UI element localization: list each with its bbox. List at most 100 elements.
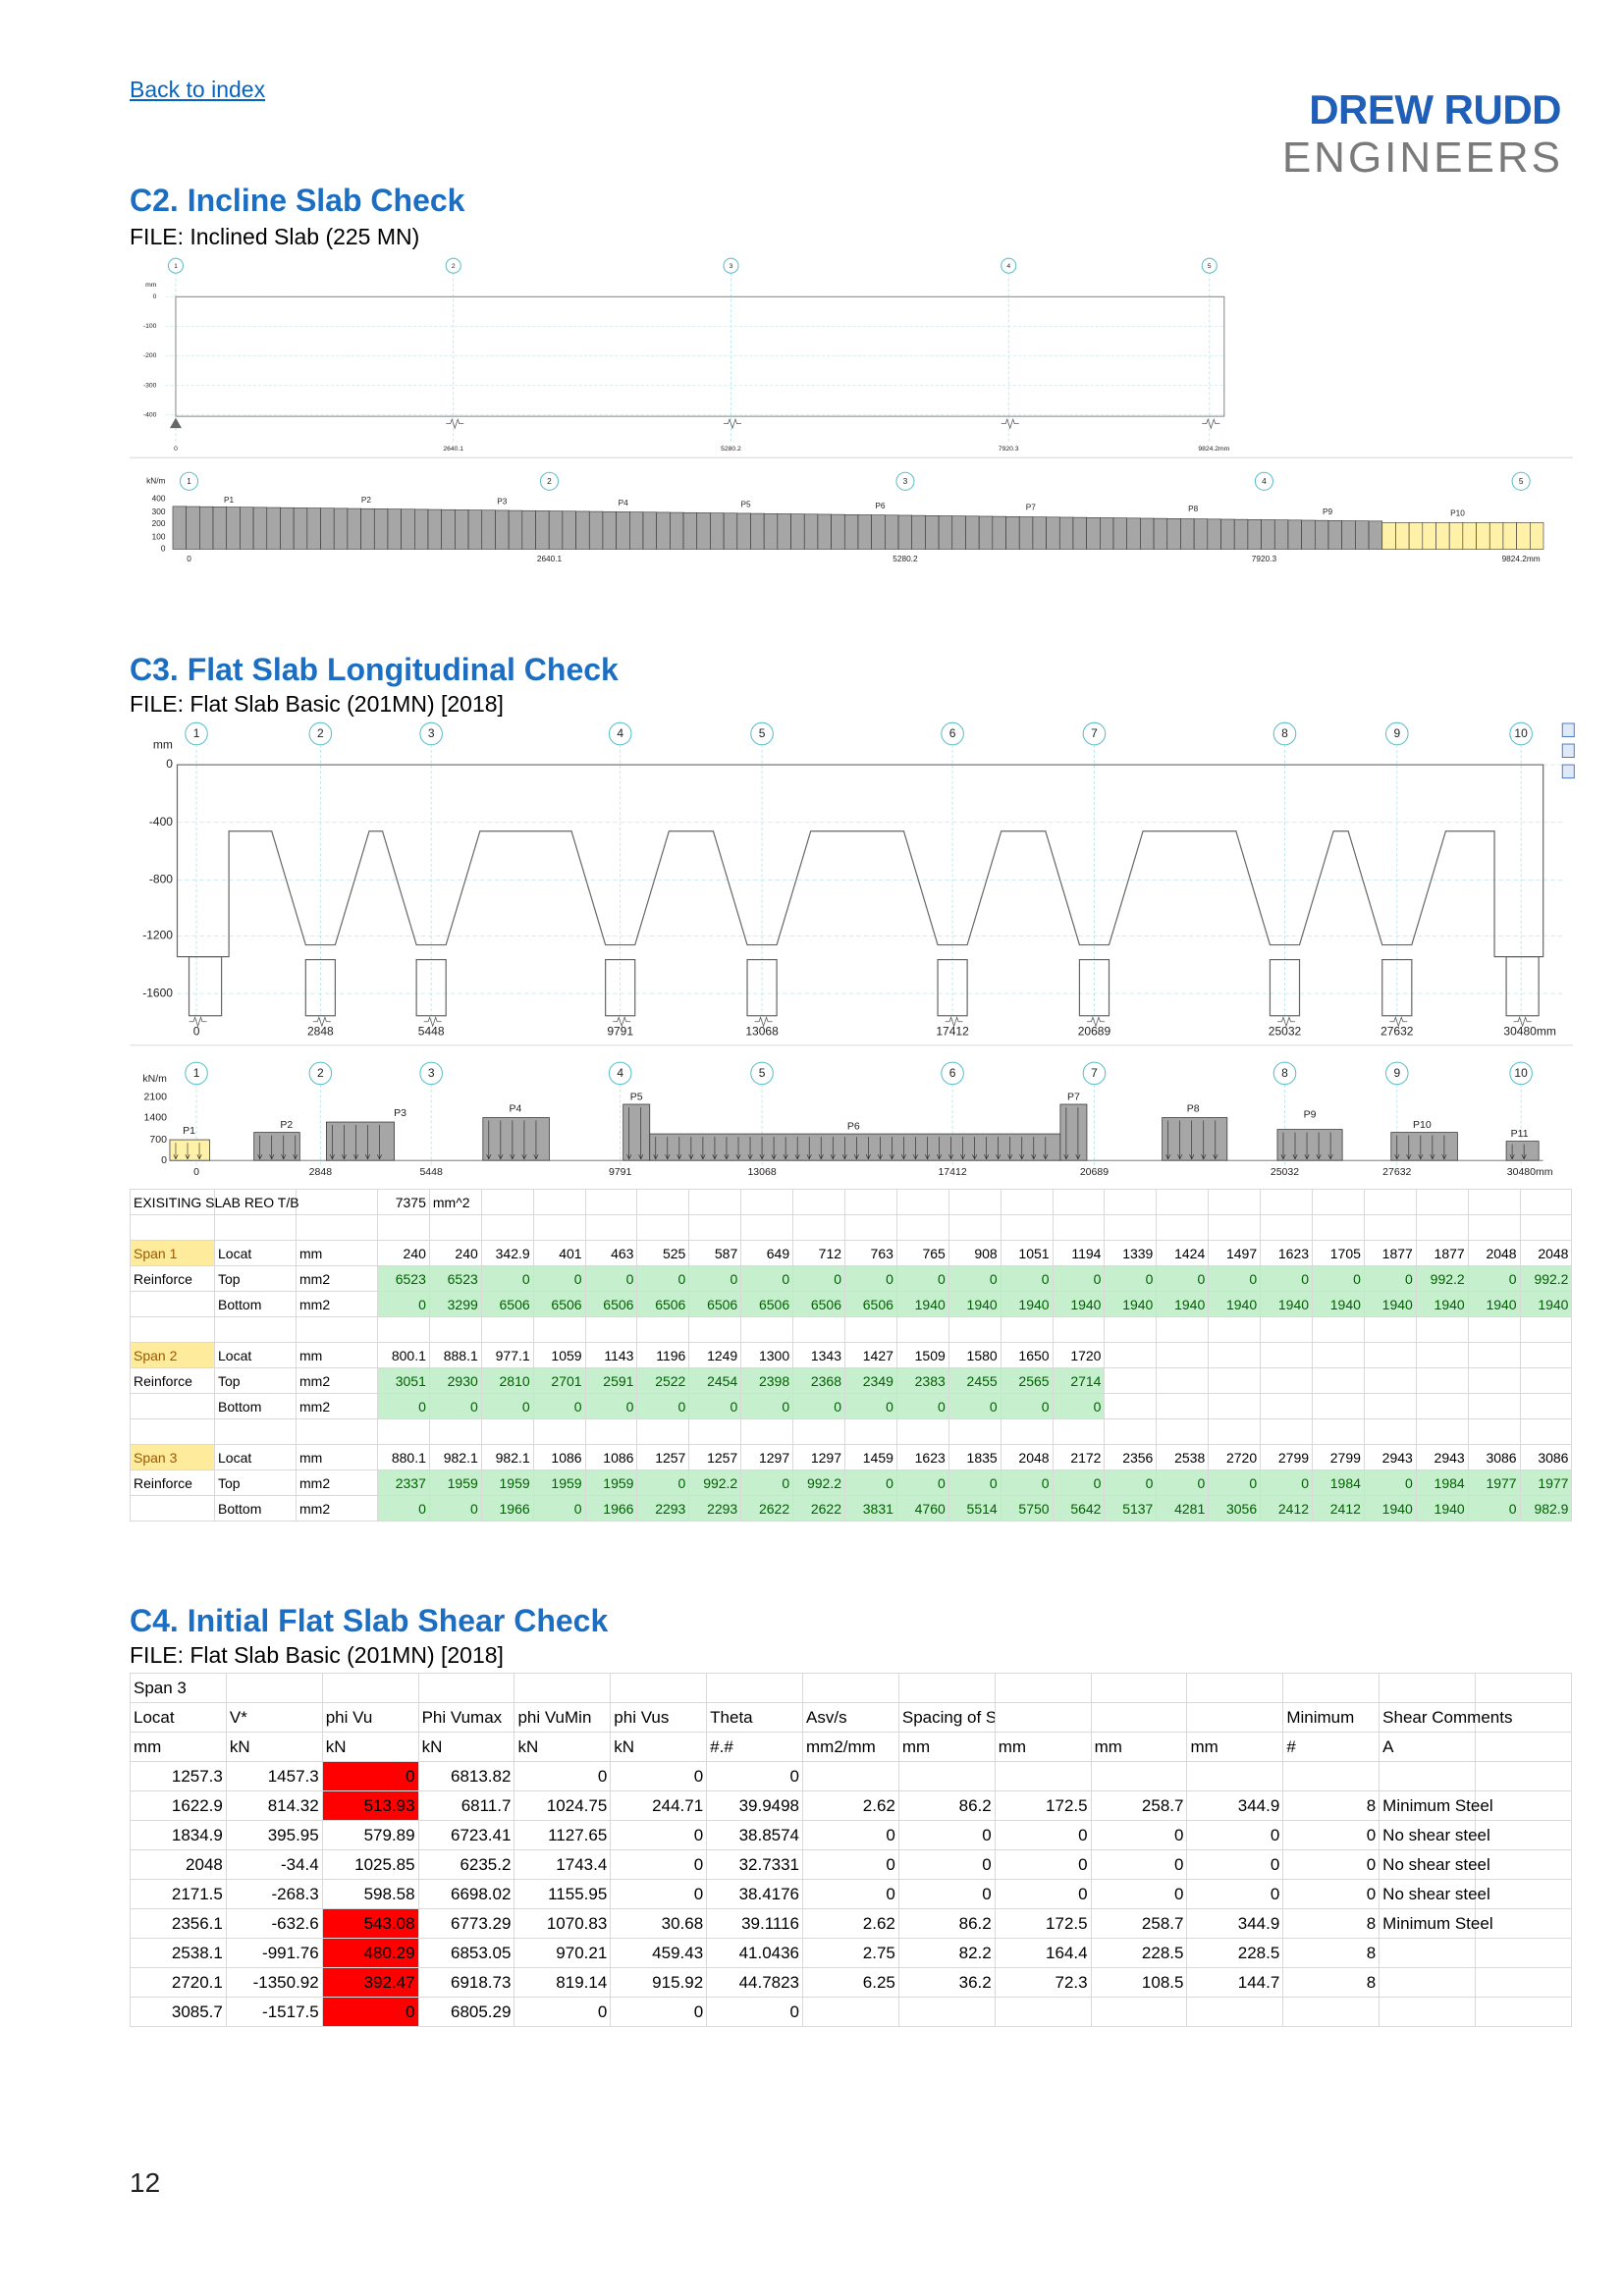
back-link[interactable]: Back to index xyxy=(130,77,266,102)
table-cell: 0 xyxy=(1208,1469,1262,1496)
table-cell: 3086 xyxy=(1519,1444,1573,1470)
load-bar xyxy=(710,512,725,550)
load-arrow xyxy=(185,1143,190,1160)
table-cell: 2048 xyxy=(1519,1240,1573,1266)
table-cell: 0 xyxy=(1282,1820,1380,1850)
table-cell: 1877 xyxy=(1363,1240,1417,1266)
table-cell: 0 xyxy=(321,1997,419,2027)
column xyxy=(1269,958,1301,1017)
table-cell: 0 xyxy=(688,1265,742,1292)
table-cell: 1127.65 xyxy=(514,1820,612,1850)
table-cell: 3086 xyxy=(1467,1444,1521,1470)
table-cell xyxy=(706,1673,804,1703)
load-arrow xyxy=(626,1106,632,1160)
slab-outline xyxy=(176,764,1544,958)
table-cell: 1623 xyxy=(1260,1240,1314,1266)
load-arrow xyxy=(486,1120,492,1160)
load-label: P10 xyxy=(1450,509,1465,518)
load-arrow xyxy=(257,1135,263,1160)
table-cell xyxy=(1052,1418,1106,1445)
table-cell: 228.5 xyxy=(1186,1938,1284,1968)
grid-bubble xyxy=(308,1061,333,1086)
load-bar xyxy=(656,511,671,550)
table-row: Bottom mm2 0 3299 6506 6506 6506 6506 6506 6506 65… xyxy=(130,1291,1573,1317)
load-label: P6 xyxy=(875,502,886,510)
load-bar xyxy=(1422,522,1436,550)
table-cell: 2622 xyxy=(792,1495,846,1522)
table-cell: 4760 xyxy=(895,1495,949,1522)
table-row: Bottom mm2 0 0 0 0 0 0 0 0 0 0 0 0 0 0 xyxy=(130,1393,1573,1419)
table-cell: 2720.1 xyxy=(130,1967,227,1998)
table-cell: Span 2 xyxy=(130,1342,215,1368)
table-cell xyxy=(1467,1214,1521,1241)
table-cell xyxy=(1282,1673,1380,1703)
support xyxy=(446,417,464,430)
table-cell: 0 xyxy=(792,1393,846,1419)
grid-bubble xyxy=(750,721,774,746)
load-bar xyxy=(1005,516,1020,550)
table-cell: 1623 xyxy=(895,1444,949,1470)
grid-label: 5 xyxy=(759,1066,766,1080)
table-cell: 2048 xyxy=(1000,1444,1054,1470)
load-label: P10 xyxy=(1413,1119,1432,1131)
table-cell: kN xyxy=(225,1732,323,1762)
table-cell: 0 xyxy=(844,1393,897,1419)
table-cell xyxy=(584,1316,638,1343)
table-cell: 908 xyxy=(947,1240,1001,1266)
grid-label: 9 xyxy=(1393,726,1400,740)
table-cell xyxy=(1312,1316,1365,1343)
table-cell: 0 xyxy=(1467,1265,1521,1292)
table-cell: 0 xyxy=(1090,1879,1188,1909)
table-row: 1834.9 395.95 579.89 6723.41 1127.65 0 38.8574… xyxy=(130,1820,1572,1850)
table-cell xyxy=(1090,1997,1188,2027)
table-cell xyxy=(1415,1316,1469,1343)
table-row: 2720.1 -1350.92 392.47 6918.73 819.14 915.92 4… xyxy=(130,1967,1572,1998)
table-cell: 2048 xyxy=(1467,1240,1521,1266)
table-cell: 2337 xyxy=(377,1469,430,1496)
table-cell: 86.2 xyxy=(897,1908,996,1939)
table-cell: 72.3 xyxy=(994,1967,1092,1998)
table-cell xyxy=(895,1214,949,1241)
table-row: 2171.5 -268.3 598.58 6698.02 1155.95 0 38.4176… xyxy=(130,1879,1572,1909)
table-cell: 992.2 xyxy=(688,1469,742,1496)
table-cell: 5750 xyxy=(1000,1495,1054,1522)
table-cell xyxy=(1467,1189,1521,1215)
load-label: P8 xyxy=(1187,1102,1200,1114)
table-cell: 1297 xyxy=(740,1444,794,1470)
load-arrow xyxy=(877,1137,883,1160)
grid-bubble xyxy=(1511,471,1531,491)
table-cell xyxy=(844,1214,897,1241)
grid-bubble xyxy=(419,721,443,746)
grid-bubble xyxy=(419,1061,443,1086)
table-cell: 1877 xyxy=(1415,1240,1469,1266)
table-cell: 2522 xyxy=(636,1367,690,1394)
table-cell: 814.32 xyxy=(225,1790,323,1821)
table-cell: 1343 xyxy=(792,1342,846,1368)
load-arrow xyxy=(533,1120,539,1160)
grid-bubble xyxy=(1509,721,1533,746)
load-arrow xyxy=(1316,1132,1322,1160)
load-bar xyxy=(1505,1141,1540,1161)
slab xyxy=(175,295,1225,417)
table-cell: 543.08 xyxy=(321,1908,419,1939)
table-cell: 0 xyxy=(897,1879,996,1909)
load-bar xyxy=(467,509,483,550)
table-cell: Minimum xyxy=(1282,1702,1380,1733)
table-cell: 0 xyxy=(1363,1469,1417,1496)
load-arrow xyxy=(281,1135,287,1160)
table-cell: 1705 xyxy=(1312,1240,1365,1266)
table-cell: 915.92 xyxy=(610,1967,708,1998)
table-cell: 513.93 xyxy=(321,1790,419,1821)
load-arrow xyxy=(900,1137,906,1160)
load-label: P9 xyxy=(1323,507,1333,516)
grid-label: 4 xyxy=(1006,263,1010,270)
load-bar xyxy=(1390,1132,1458,1161)
load-bar xyxy=(482,1117,550,1161)
table-cell xyxy=(1208,1367,1262,1394)
load-bar xyxy=(616,511,630,550)
table-cell: 982.1 xyxy=(428,1444,482,1470)
load-arrow xyxy=(853,1137,859,1160)
load-arrow xyxy=(1165,1120,1171,1160)
load-bar xyxy=(1315,519,1329,550)
table-cell: 1959 xyxy=(532,1469,586,1496)
